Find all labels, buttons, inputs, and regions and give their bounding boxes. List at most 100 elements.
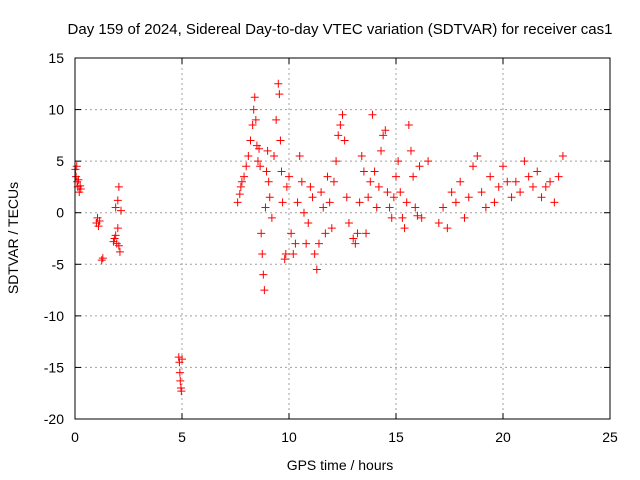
data-point: [299, 208, 308, 217]
data-point: [281, 249, 290, 258]
data-point: [383, 188, 392, 197]
data-point: [413, 211, 422, 220]
data-point: [280, 255, 289, 264]
x-tick-label: 5: [178, 429, 186, 445]
data-point: [499, 162, 507, 171]
data-point: [329, 177, 338, 186]
data-point: [362, 229, 371, 238]
data-point: [503, 177, 512, 186]
data-point: [389, 193, 398, 202]
x-axis: 0 5 10 15 20 25: [71, 58, 618, 445]
data-point: [541, 182, 550, 191]
data-point: [359, 167, 368, 176]
data-point: [409, 172, 418, 181]
data-point: [250, 93, 259, 102]
data-points: [71, 79, 567, 396]
data-point: [285, 172, 293, 181]
data-point: [353, 229, 362, 238]
chart-title: Day 159 of 2024, Sidereal Day-to-day VTE…: [68, 21, 613, 38]
data-point: [451, 198, 460, 207]
data-point: [249, 105, 258, 114]
data-point: [447, 188, 456, 197]
data-point: [289, 249, 298, 258]
data-point: [396, 188, 405, 197]
data-point: [477, 188, 486, 197]
data-point: [287, 229, 296, 238]
data-point: [270, 151, 279, 160]
data-point: [434, 219, 443, 228]
data-point: [251, 115, 260, 124]
data-point: [291, 239, 300, 248]
data-point: [244, 151, 253, 160]
data-point: [366, 177, 375, 186]
data-point: [558, 151, 567, 160]
data-point: [400, 224, 409, 233]
data-point: [97, 256, 106, 265]
data-point: [319, 203, 328, 212]
x-tick-label: 10: [281, 429, 297, 445]
data-point: [255, 144, 264, 153]
data-point: [175, 368, 184, 377]
data-point: [355, 198, 364, 207]
data-point: [98, 254, 107, 263]
data-point: [267, 213, 276, 222]
data-point: [507, 193, 516, 202]
data-point: [554, 172, 563, 181]
data-point: [302, 239, 311, 248]
x-axis-title: GPS time / hours: [287, 457, 394, 473]
data-point: [424, 157, 433, 166]
data-point: [113, 224, 122, 233]
data-point: [178, 355, 186, 364]
data-point: [528, 182, 537, 191]
data-point: [261, 203, 270, 212]
data-point: [256, 162, 265, 171]
data-point: [332, 157, 341, 166]
data-point: [370, 167, 379, 176]
data-point: [308, 193, 317, 202]
data-point: [259, 270, 268, 279]
data-point: [494, 182, 503, 191]
data-point: [265, 193, 274, 202]
data-point: [293, 198, 302, 207]
data-point: [342, 193, 351, 202]
data-point: [325, 198, 334, 207]
data-point: [411, 203, 420, 212]
data-point: [278, 198, 287, 207]
data-point: [72, 162, 81, 171]
data-point: [469, 162, 478, 171]
data-point: [258, 249, 267, 258]
data-point: [443, 224, 452, 233]
data-point: [385, 203, 394, 212]
data-point: [327, 224, 336, 233]
data-point: [235, 190, 244, 199]
data-point: [546, 177, 555, 186]
x-tick-label: 20: [495, 429, 511, 445]
y-tick-label: -5: [52, 256, 65, 272]
y-tick-label: -15: [44, 359, 64, 375]
data-point: [317, 188, 326, 197]
data-point: [490, 198, 499, 207]
data-point: [272, 115, 281, 124]
data-point: [115, 247, 124, 256]
data-point: [394, 157, 403, 166]
data-point: [364, 193, 373, 202]
data-point: [295, 151, 304, 160]
data-point: [377, 146, 386, 155]
data-point: [233, 198, 242, 207]
data-point: [323, 172, 332, 181]
y-tick-label: 10: [48, 102, 64, 118]
y-tick-label: -10: [44, 308, 64, 324]
data-point: [404, 121, 413, 130]
y-tick-label: 15: [48, 50, 64, 66]
data-point: [240, 172, 249, 181]
data-point: [95, 216, 104, 225]
data-point: [297, 177, 306, 186]
data-point: [112, 239, 121, 248]
data-point: [511, 177, 520, 186]
data-point: [336, 121, 345, 130]
data-point: [111, 231, 120, 240]
data-point: [439, 203, 448, 212]
data-point: [237, 177, 246, 186]
